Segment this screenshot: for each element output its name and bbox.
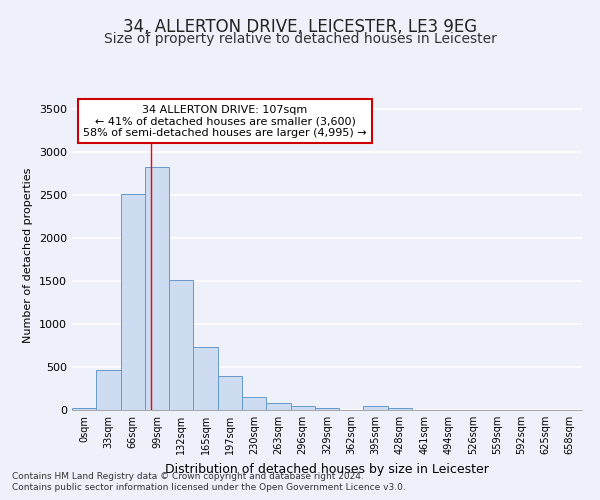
Bar (218, 376, 242, 410)
Bar (388, 408, 412, 410)
Bar (242, 396, 266, 410)
Bar (193, 347, 218, 410)
Bar (315, 408, 339, 410)
Text: Size of property relative to detached houses in Leicester: Size of property relative to detached ho… (104, 32, 496, 46)
Bar (364, 406, 388, 410)
X-axis label: Distribution of detached houses by size in Leicester: Distribution of detached houses by size … (165, 462, 489, 475)
Text: Contains HM Land Registry data © Crown copyright and database right 2024.: Contains HM Land Registry data © Crown c… (12, 472, 364, 481)
Bar (290, 406, 315, 410)
Bar (121, 194, 145, 410)
Bar (96, 370, 121, 410)
Y-axis label: Number of detached properties: Number of detached properties (23, 168, 34, 342)
Text: Contains public sector information licensed under the Open Government Licence v3: Contains public sector information licen… (12, 484, 406, 492)
Text: 34 ALLERTON DRIVE: 107sqm
← 41% of detached houses are smaller (3,600)
58% of se: 34 ALLERTON DRIVE: 107sqm ← 41% of detac… (83, 104, 367, 138)
Bar (169, 280, 193, 410)
Bar (266, 403, 290, 410)
Bar (145, 167, 169, 410)
Bar (72, 408, 96, 410)
Text: 34, ALLERTON DRIVE, LEICESTER, LE3 9EG: 34, ALLERTON DRIVE, LEICESTER, LE3 9EG (123, 18, 477, 36)
